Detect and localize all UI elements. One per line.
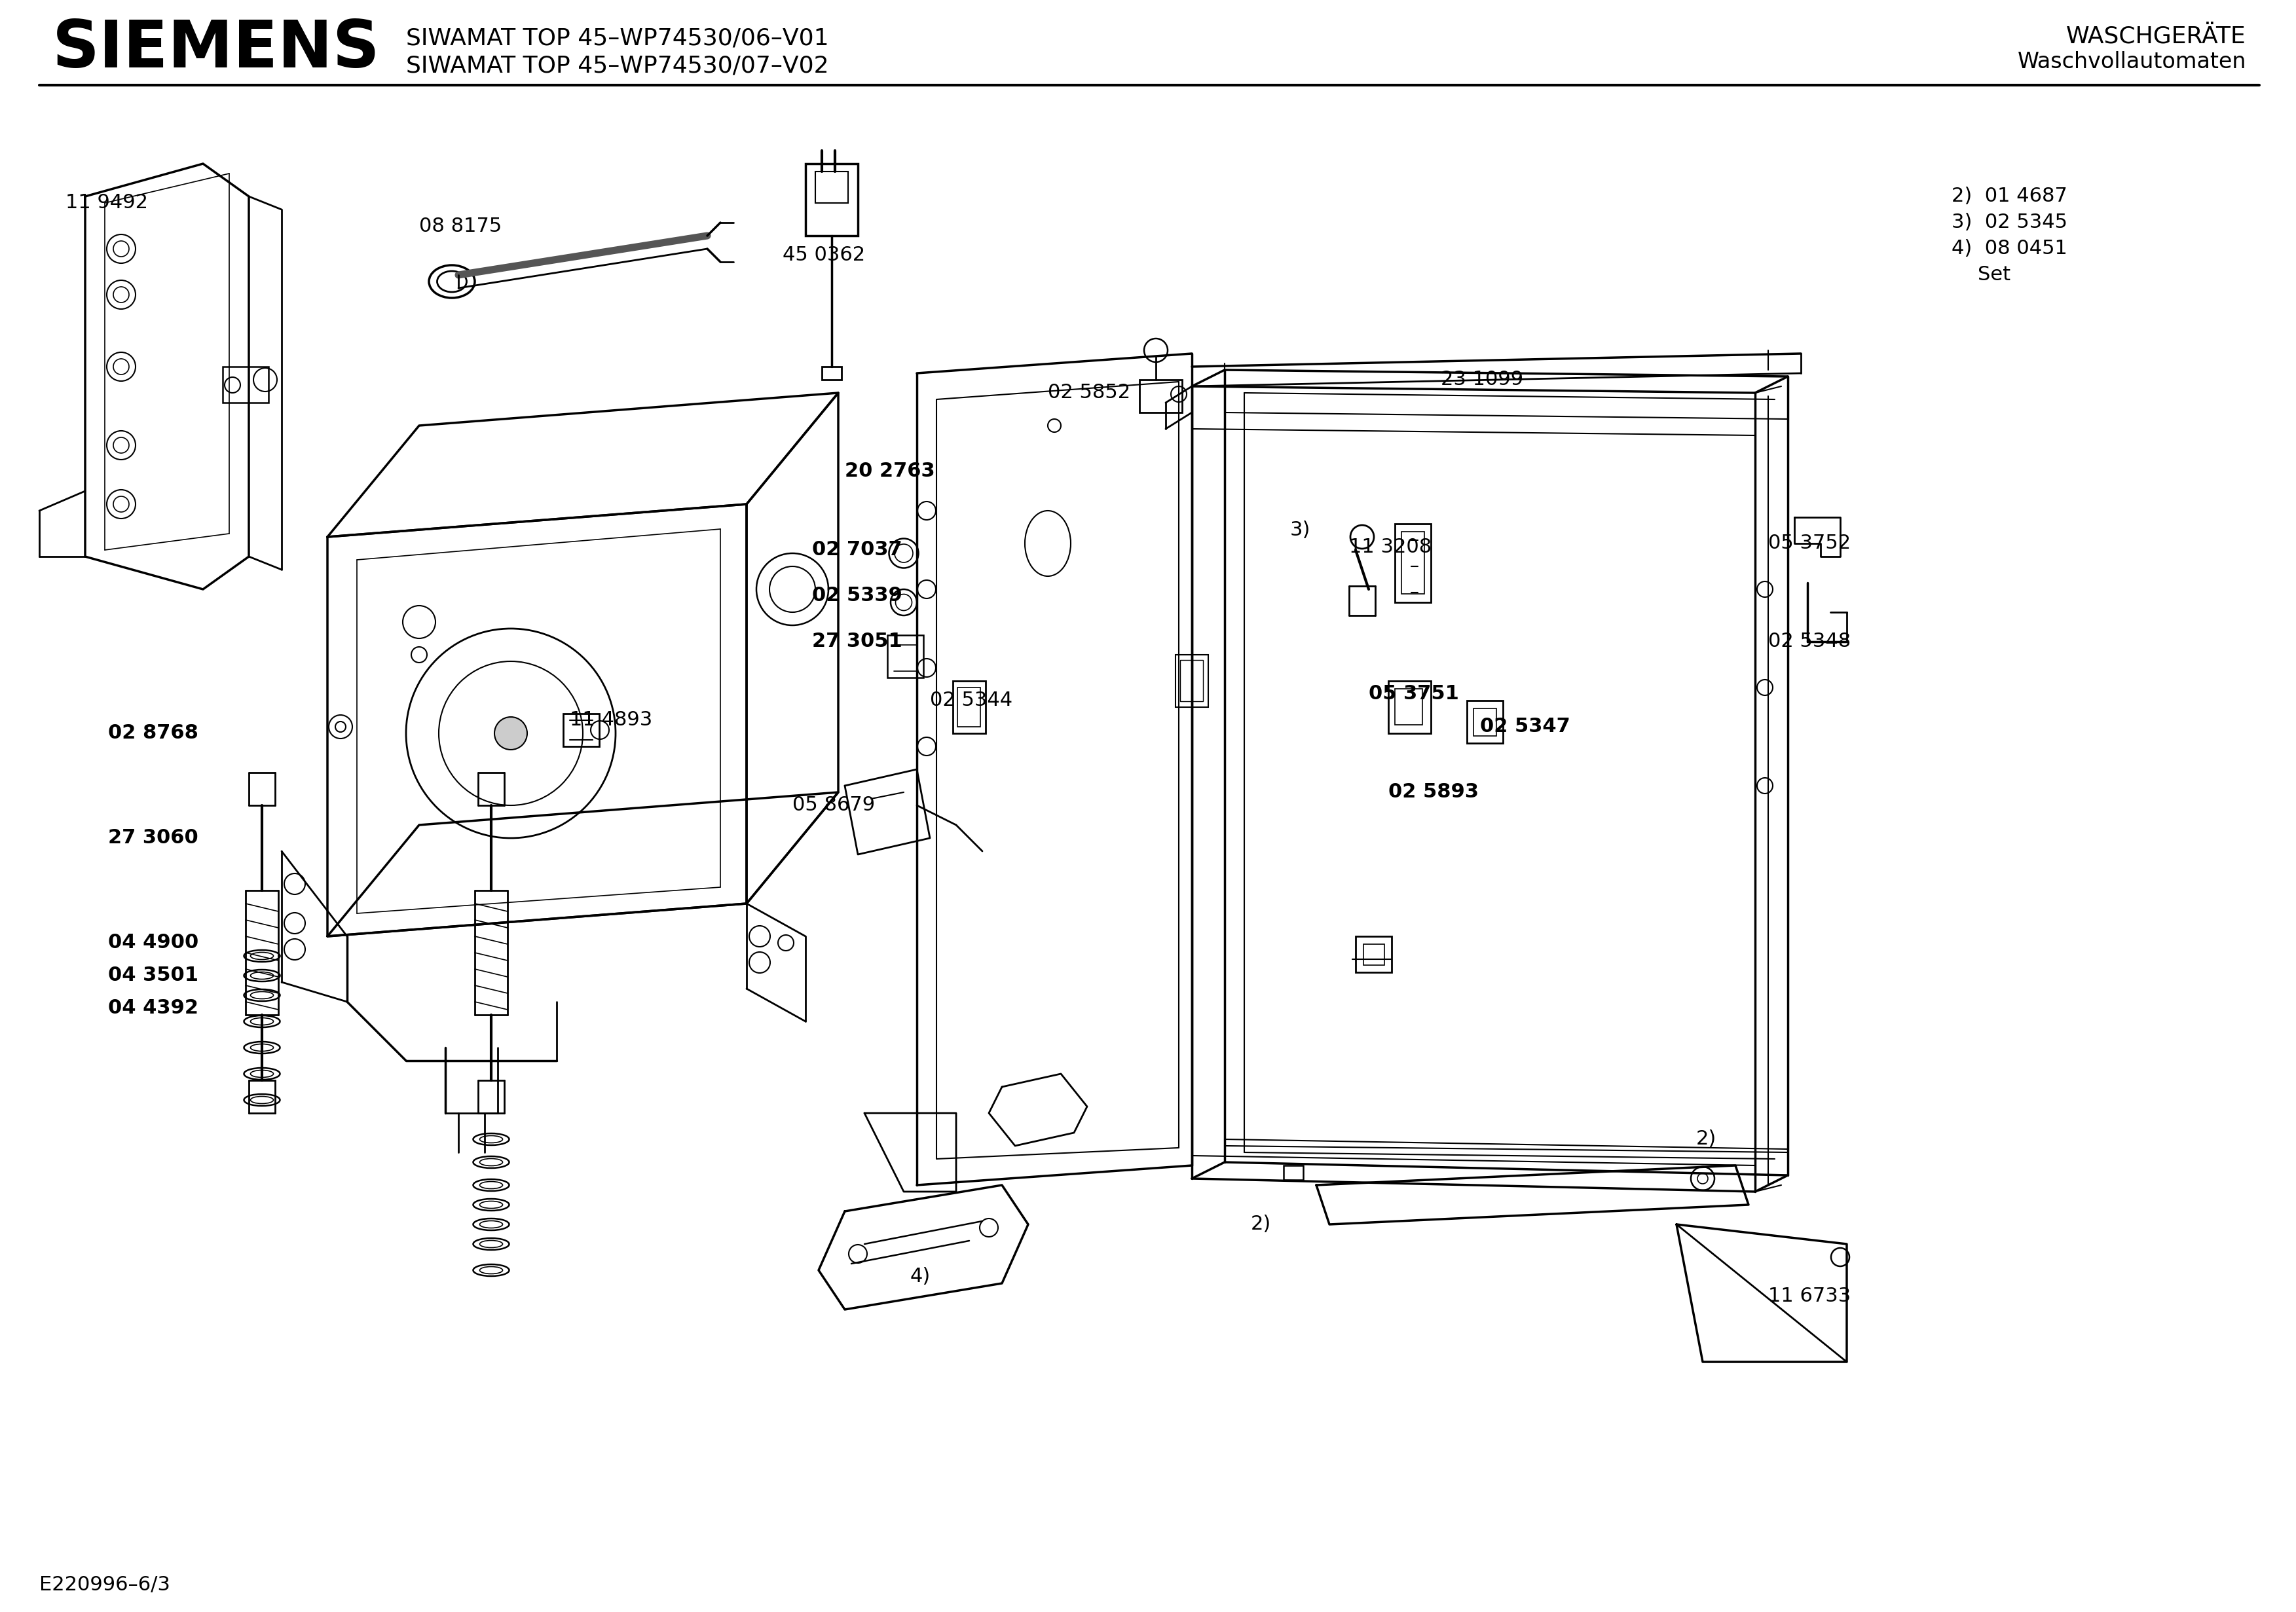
Text: 20 2763: 20 2763 (845, 463, 934, 480)
Bar (886, 635, 923, 677)
Text: 02 7037: 02 7037 (813, 540, 902, 559)
Text: Waschvollautomaten: Waschvollautomaten (2018, 52, 2245, 73)
Text: 4): 4) (909, 1267, 930, 1286)
Bar (1474, 708, 1497, 737)
Text: 11 6733: 11 6733 (1768, 1286, 1851, 1306)
Text: E220996–6/3: E220996–6/3 (39, 1575, 170, 1594)
Bar (957, 687, 980, 727)
Bar (1139, 380, 1182, 413)
Bar (1467, 701, 1504, 743)
Text: WASCHGERÄTE: WASCHGERÄTE (2066, 24, 2245, 47)
Text: 05 8679: 05 8679 (792, 796, 875, 814)
Text: 27 3060: 27 3060 (108, 829, 197, 848)
Text: 02 5893: 02 5893 (1389, 783, 1479, 801)
Text: 3)  02 5345: 3) 02 5345 (1952, 213, 2066, 232)
Text: 04 3501: 04 3501 (108, 966, 197, 985)
Text: 11 3208: 11 3208 (1350, 537, 1433, 556)
Text: 04 4900: 04 4900 (108, 933, 197, 953)
Text: 02 5852: 02 5852 (1047, 384, 1130, 403)
Bar (563, 714, 599, 746)
Bar (1355, 937, 1391, 972)
Circle shape (494, 717, 528, 750)
Bar (1283, 1165, 1304, 1180)
Text: 11 4893: 11 4893 (569, 711, 652, 730)
Text: 45 0362: 45 0362 (783, 247, 866, 264)
Bar (1364, 945, 1384, 966)
Bar (822, 366, 843, 380)
Text: 2): 2) (1697, 1130, 1717, 1149)
Bar (806, 164, 859, 235)
Text: 02 5348: 02 5348 (1768, 632, 1851, 651)
Bar (1396, 688, 1424, 725)
Bar (1180, 659, 1203, 701)
Bar (223, 366, 269, 403)
Text: 2)  01 4687: 2) 01 4687 (1952, 187, 2066, 206)
Bar (1389, 680, 1430, 733)
Text: 3): 3) (1290, 521, 1311, 540)
Text: SIEMENS: SIEMENS (53, 18, 381, 81)
Bar (953, 680, 985, 733)
Text: 02 8768: 02 8768 (108, 724, 197, 743)
Text: SIWAMAT TOP 45–WP74530/07–V02: SIWAMAT TOP 45–WP74530/07–V02 (406, 55, 829, 77)
Bar (1401, 532, 1424, 593)
Text: 4)  08 0451: 4) 08 0451 (1952, 239, 2066, 258)
Text: 11 9492: 11 9492 (67, 193, 147, 213)
Bar (1396, 524, 1430, 603)
Text: 02 5344: 02 5344 (930, 692, 1013, 709)
Text: 05 3751: 05 3751 (1368, 685, 1458, 703)
Bar (815, 171, 847, 203)
Text: SIWAMAT TOP 45–WP74530/06–V01: SIWAMAT TOP 45–WP74530/06–V01 (406, 27, 829, 48)
Text: 2): 2) (1251, 1215, 1272, 1233)
Text: 05 3752: 05 3752 (1768, 534, 1851, 553)
Text: Set: Set (1977, 266, 2011, 284)
Text: 04 4392: 04 4392 (108, 999, 197, 1017)
Bar (1176, 654, 1208, 708)
Text: 02 5339: 02 5339 (813, 587, 902, 606)
Text: 23 1099: 23 1099 (1440, 371, 1522, 388)
Text: 08 8175: 08 8175 (420, 216, 503, 235)
Text: 27 3051: 27 3051 (813, 632, 902, 651)
Text: 02 5347: 02 5347 (1481, 717, 1570, 737)
